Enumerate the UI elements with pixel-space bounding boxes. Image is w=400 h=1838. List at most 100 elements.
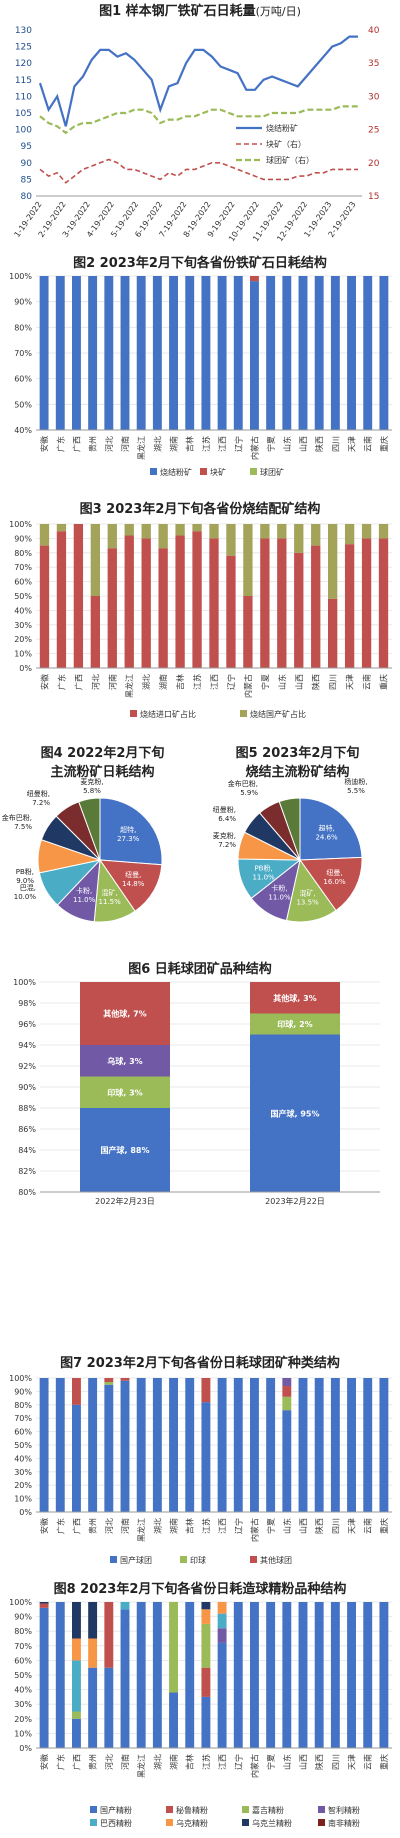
fig7-bar-segment bbox=[266, 1378, 276, 1512]
fig2-xtick: 云南 bbox=[363, 436, 373, 452]
fig7-xtick: 安徽 bbox=[39, 1518, 49, 1534]
fig3-bar-segment bbox=[260, 524, 270, 539]
fig5-inner-label: 24.6% bbox=[315, 833, 338, 841]
fig7-bar-segment bbox=[282, 1396, 292, 1411]
fig6-ytick: 90% bbox=[18, 1083, 36, 1092]
fig7-bar-segment bbox=[379, 1378, 389, 1512]
fig3-ytick: 70% bbox=[14, 563, 32, 572]
fig4-outer-label: 金布巴粉, bbox=[2, 813, 32, 822]
fig3-bar-segment bbox=[260, 538, 270, 668]
fig7-xtick: 四川 bbox=[331, 1518, 340, 1534]
fig7-legend-label: 其他球团 bbox=[260, 1555, 292, 1565]
fig8-ytick: 40% bbox=[14, 1686, 32, 1695]
fig1-series-line bbox=[38, 35, 358, 127]
fig8-bar-segment bbox=[72, 1711, 81, 1719]
fig8-xtick: 湖南 bbox=[169, 1754, 179, 1770]
fig6-ytick: 98% bbox=[18, 999, 36, 1008]
fig3-bar-segment bbox=[107, 548, 117, 668]
fig4-outer-label: 10.0% bbox=[14, 893, 37, 901]
fig8-bar-segment bbox=[104, 1667, 114, 1748]
fig2-bar-segment bbox=[250, 281, 259, 430]
fig7-xtick: 湖北 bbox=[153, 1518, 162, 1534]
fig3-bar-segment bbox=[141, 538, 151, 668]
fig8-legend-label: 巴西精粉 bbox=[100, 1818, 132, 1828]
fig5-slice bbox=[299, 797, 363, 861]
fig3-bar-segment bbox=[378, 524, 389, 539]
fig7-bar-segment bbox=[72, 1404, 81, 1512]
fig8-bar-segment bbox=[330, 1602, 340, 1748]
fig8-bar-segment bbox=[120, 1609, 130, 1748]
fig3-xtick: 山西 bbox=[294, 674, 304, 690]
fig6-bar-label: 乌球, 3% bbox=[107, 1056, 142, 1066]
fig8-bar-segment bbox=[39, 1602, 49, 1604]
fig2-bar-segment bbox=[72, 276, 81, 430]
fig2-bar-segment bbox=[39, 276, 49, 430]
fig2-xtick: 湖北 bbox=[153, 436, 162, 452]
fig2-legend-label: 块矿 bbox=[210, 467, 226, 477]
fig2-bar-segment bbox=[152, 276, 162, 430]
fig2-bar-segment bbox=[250, 276, 259, 282]
fig8-xtick: 湖北 bbox=[153, 1754, 162, 1770]
fig7-ytick: 60% bbox=[14, 1428, 32, 1437]
fig3-xtick: 吉林 bbox=[175, 674, 185, 690]
fig2-bar-segment bbox=[55, 276, 65, 430]
fig2-bar-segment bbox=[379, 276, 389, 430]
fig1-ytick-right: 40 bbox=[368, 26, 380, 36]
fig6-bar-segment bbox=[80, 1076, 170, 1108]
fig7-ytick: 80% bbox=[14, 1401, 32, 1410]
fig1-ytick-right: 20 bbox=[368, 159, 380, 169]
fig2-legend-swatch bbox=[200, 468, 207, 475]
fig2-xtick: 宁夏 bbox=[266, 436, 276, 452]
fig3-bar-segment bbox=[243, 596, 253, 668]
fig6-ytick: 96% bbox=[18, 1020, 36, 1029]
fig2-bar-segment bbox=[266, 276, 276, 430]
fig8-bar-segment bbox=[217, 1628, 227, 1643]
fig5-inner-label: 纽曼, bbox=[326, 868, 342, 877]
fig3-bar-segment bbox=[90, 596, 100, 668]
fig8-legend-label: 乌克精粉 bbox=[176, 1818, 208, 1828]
fig8-legend-swatch bbox=[242, 1819, 249, 1826]
fig1-ytick-left: 130 bbox=[15, 26, 32, 36]
fig7-bar-segment bbox=[185, 1378, 195, 1512]
fig5-outer-label: 杨迪粉, bbox=[344, 777, 367, 786]
fig8-xtick: 山东 bbox=[282, 1754, 292, 1770]
fig8-ytick: 80% bbox=[14, 1627, 32, 1636]
fig8-bar-segment bbox=[39, 1603, 49, 1608]
fig7-bar-segment bbox=[201, 1378, 211, 1403]
fig3-xtick: 河南 bbox=[107, 674, 117, 690]
fig8-ytick: 90% bbox=[14, 1613, 32, 1622]
fig2-title: 图2 2023年2月下旬各省份铁矿石日耗结构 bbox=[73, 256, 327, 271]
fig4-inner-label: 纽曼, bbox=[125, 870, 141, 879]
fig3-xtick: 湖南 bbox=[158, 674, 168, 690]
fig2-bar-segment bbox=[330, 276, 340, 430]
fig7-legend-label: 印球 bbox=[190, 1555, 206, 1565]
fig3-bar-segment bbox=[158, 524, 168, 549]
fig3-xtick: 广东 bbox=[56, 674, 66, 690]
fig4-title: 图4 2022年2月下旬 主流粉矿日耗结构 bbox=[40, 746, 165, 780]
fig3-xtick: 黑龙江 bbox=[124, 674, 134, 698]
fig8-xtick: 内蒙古 bbox=[249, 1754, 259, 1778]
fig8-legend-label: 秘鲁精粉 bbox=[176, 1805, 208, 1815]
fig2-xtick: 黑龙江 bbox=[136, 436, 146, 460]
fig1-ytick-right: 15 bbox=[368, 192, 379, 202]
fig8-xtick: 江苏 bbox=[201, 1754, 211, 1770]
fig8-legend-swatch bbox=[90, 1819, 97, 1826]
fig6-ytick: 86% bbox=[18, 1125, 36, 1134]
fig2-legend-label: 烧结粉矿 bbox=[160, 467, 192, 477]
fig3-xtick: 陕西 bbox=[311, 674, 321, 690]
fig8-ytick: 60% bbox=[14, 1656, 32, 1665]
fig6-bar-label: 其他球, 3% bbox=[273, 993, 316, 1003]
fig8-legend-swatch bbox=[166, 1806, 173, 1813]
fig6-ytick: 84% bbox=[18, 1146, 36, 1155]
fig6-ytick: 82% bbox=[18, 1167, 36, 1176]
fig3-bar-segment bbox=[73, 524, 84, 668]
fig2-xtick: 安徽 bbox=[39, 436, 49, 452]
fig2-xtick: 湖南 bbox=[169, 436, 179, 452]
fig3-bar-segment bbox=[294, 552, 304, 668]
fig7-bar-segment bbox=[282, 1410, 292, 1512]
fig1-ytick-left: 85 bbox=[21, 175, 32, 185]
fig6-xtick: 2023年2月22日 bbox=[265, 1196, 325, 1206]
fig2-bar-segment bbox=[201, 276, 211, 430]
fig4-inner-label: 27.3% bbox=[117, 835, 140, 843]
fig1-ytick-left: 95 bbox=[21, 142, 32, 152]
